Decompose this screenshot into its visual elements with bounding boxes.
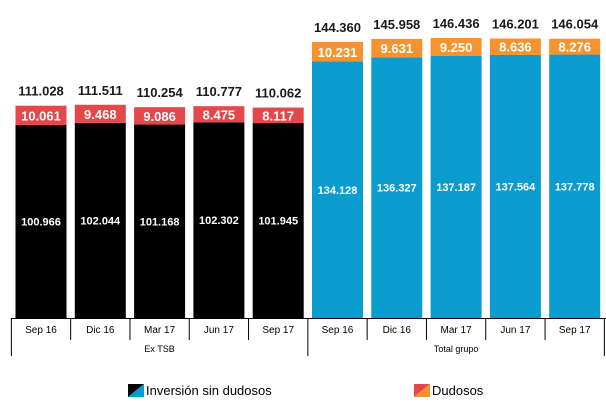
bar-segment-dudosos [134, 107, 186, 125]
data-label-dudosos: 9.250 [440, 40, 473, 55]
legend-label-inversion: Inversión sin dudosos [146, 383, 272, 398]
data-label-inversion: 100.966 [21, 216, 61, 228]
bar-segment-dudosos [193, 106, 245, 123]
data-label-dudosos: 9.631 [381, 41, 414, 56]
group-label: Ex TSB [144, 344, 174, 354]
bar-segment-inversion [134, 124, 186, 318]
x-tick-label: Mar 17 [144, 325, 176, 336]
bar-segment-dudosos [489, 38, 541, 55]
x-tick-label: Sep 16 [25, 325, 57, 336]
data-label-inversion: 101.168 [140, 216, 180, 228]
bar-segment-inversion [252, 123, 304, 318]
group-label: Total grupo [434, 344, 479, 354]
data-label-inversion: 101.945 [258, 216, 298, 228]
data-label-inversion: 136.327 [377, 183, 417, 195]
total-label: 146.436 [433, 16, 480, 31]
data-label-inversion: 102.302 [199, 215, 239, 227]
x-tick-label: Sep 17 [559, 325, 591, 336]
legend-item-dudosos: Dudosos [414, 383, 483, 398]
total-label: 146.201 [492, 16, 539, 31]
bar-segment-dudosos [549, 38, 601, 55]
x-tick-label: Jun 17 [204, 325, 234, 336]
data-label-dudosos: 8.276 [558, 40, 591, 55]
data-label-dudosos: 8.117 [262, 108, 294, 123]
bar-segment-dudosos [430, 37, 482, 56]
bar-segment-inversion [371, 57, 423, 318]
total-label: 145.958 [373, 17, 420, 32]
legend-swatch-inversion [128, 384, 144, 397]
x-tick-label: Jun 17 [500, 325, 530, 336]
bar-segment-inversion [74, 122, 126, 318]
legend-label-dudosos: Dudosos [432, 383, 484, 398]
total-label: 110.254 [136, 85, 183, 100]
x-tick-label: Sep 17 [262, 325, 294, 336]
x-tick-label: Dic 16 [86, 325, 115, 336]
bar-segment-dudosos [15, 105, 67, 125]
legend-swatch-dudosos [414, 384, 430, 397]
bar-segment-dudosos [312, 41, 363, 62]
x-tick-label: Dic 16 [383, 325, 412, 336]
data-label-dudosos: 9.086 [143, 109, 176, 124]
data-label-dudosos: 9.468 [84, 107, 117, 122]
bar-segment-inversion [549, 54, 601, 319]
bar-segment-dudosos [74, 104, 126, 123]
data-label-inversion: 137.564 [496, 181, 537, 193]
total-label: 111.511 [78, 83, 123, 98]
data-label-dudosos: 10.061 [21, 108, 61, 123]
x-tick-label: Mar 17 [441, 325, 473, 336]
bar-segment-inversion [15, 124, 67, 318]
legend-item-inversion: Inversión sin dudosos [128, 383, 272, 398]
total-label: 110.777 [196, 84, 242, 99]
data-label-inversion: 137.187 [436, 182, 476, 194]
data-label-inversion: 134.128 [318, 185, 358, 197]
data-label-dudosos: 10.231 [318, 45, 358, 60]
bar-segment-dudosos [371, 38, 423, 58]
bar-segment-inversion [312, 61, 363, 318]
total-label: 144.360 [314, 20, 361, 35]
data-label-inversion: 137.778 [555, 181, 595, 193]
data-label-dudosos: 8.475 [203, 107, 236, 122]
bar-segment-dudosos [252, 107, 304, 124]
bar-segment-inversion [193, 122, 245, 318]
total-label: 110.062 [255, 86, 301, 101]
data-label-dudosos: 8.636 [499, 40, 532, 55]
x-tick-label: Sep 16 [322, 325, 354, 336]
bar-segment-inversion [430, 55, 482, 318]
bar-segment-inversion [489, 54, 541, 318]
total-label: 111.028 [18, 84, 64, 99]
total-label: 146.054 [551, 17, 599, 32]
data-label-inversion: 102.044 [80, 215, 121, 227]
